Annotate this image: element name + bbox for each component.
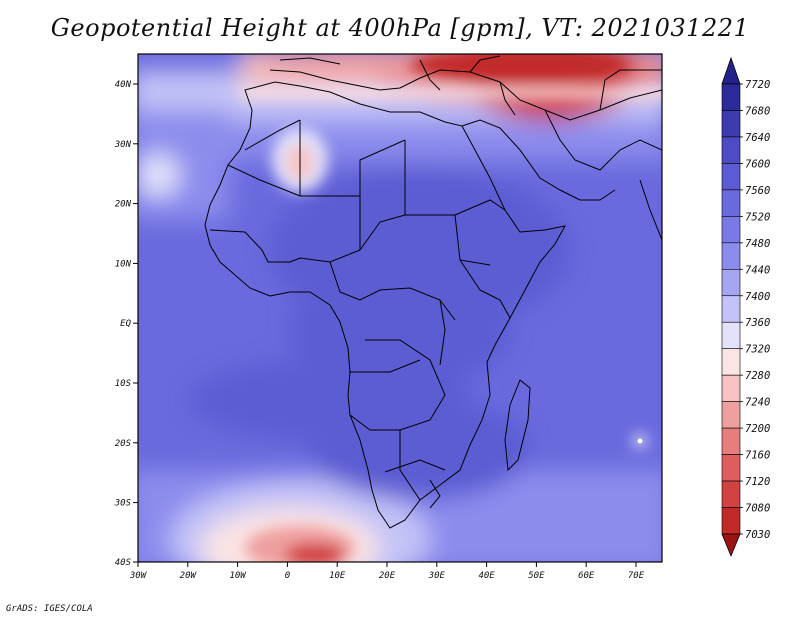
colorbar-min-arrow: [721, 533, 741, 558]
colorbar-segment: [721, 295, 741, 323]
colorbar-max-arrow: [721, 56, 741, 85]
lat-label: 40S: [115, 558, 132, 568]
colorbar-label: 7720: [745, 79, 770, 91]
lon-label: 30W: [129, 571, 148, 581]
colorbar-label: 7280: [745, 370, 770, 382]
map-title: Geopotential Height at 400hPa [gpm], VT:…: [50, 14, 750, 42]
colorbar: 7720 7680 7640 7600 7560 7520 7480 7440 7400 7360…: [721, 56, 770, 558]
lon-label: 70E: [628, 571, 645, 581]
colorbar-segment: [721, 321, 741, 350]
lon-label: 30E: [428, 571, 446, 581]
colorbar-segment: [721, 83, 741, 111]
colorbar-segment: [721, 454, 741, 482]
colorbar-label: 7030: [745, 529, 770, 541]
colorbar-label: 7080: [745, 503, 770, 515]
map-frame: [137, 53, 663, 563]
longitude-axis: 30W 20W 10W 0 10E 20E 30E 40E 50E 60E 70E: [129, 562, 645, 581]
colorbar-segment: [721, 136, 741, 164]
colorbar-segment: [721, 268, 741, 297]
lon-label: 20E: [379, 571, 396, 581]
colorbar-segment: [721, 507, 741, 535]
colorbar-label: 7240: [745, 397, 770, 409]
latitude-axis: 40N 30N 20N 10N EQ 10S 20S 30S 40S: [114, 80, 138, 568]
colorbar-segment: [721, 242, 741, 270]
colorbar-segment: [721, 348, 741, 376]
colorbar-segment: [721, 110, 741, 138]
colorbar-segment: [721, 374, 741, 402]
colorbar-label: 7360: [745, 317, 770, 329]
grads-credit: GrADS: IGES/COLA: [6, 604, 93, 614]
lon-label: 0: [285, 571, 290, 581]
colorbar-label: 7440: [745, 264, 770, 276]
lon-label: 20W: [180, 571, 198, 581]
colorbar-label: 7120: [745, 476, 770, 488]
colorbar-segment: [721, 216, 741, 244]
colorbar-label: 7160: [745, 450, 770, 462]
colorbar-label: 7400: [745, 291, 770, 303]
colorbar-label: 7480: [745, 238, 770, 250]
lat-label: EQ: [120, 319, 131, 329]
colorbar-label: 7600: [745, 158, 770, 170]
lon-label: 60E: [578, 571, 595, 581]
colorbar-label: 7320: [745, 344, 770, 356]
lon-label: 10W: [229, 571, 247, 581]
colorbar-segment: [721, 163, 741, 191]
colorbar-segment: [721, 427, 741, 455]
colorbar-label: 7560: [745, 185, 770, 197]
colorbar-label: 7680: [745, 105, 770, 117]
lat-label: 40N: [115, 80, 132, 90]
lat-label: 30N: [114, 140, 132, 150]
lat-label: 10N: [115, 259, 132, 269]
lat-label: 20N: [115, 200, 132, 210]
colorbar-segment: [721, 401, 741, 429]
lon-label: 50E: [528, 571, 545, 581]
colorbar-segment: [721, 189, 741, 217]
coastlines: [204, 55, 662, 529]
lat-label: 10S: [115, 379, 132, 389]
lat-label: 20S: [115, 439, 132, 449]
colorbar-label: 7520: [745, 211, 770, 223]
lon-label: 10E: [329, 571, 346, 581]
lon-label: 40E: [478, 571, 495, 581]
colorbar-label: 7640: [745, 132, 770, 144]
colorbar-segment: [721, 480, 741, 508]
colorbar-label: 7200: [745, 423, 770, 435]
height-field: [138, 54, 662, 562]
lat-label: 30S: [114, 499, 132, 509]
